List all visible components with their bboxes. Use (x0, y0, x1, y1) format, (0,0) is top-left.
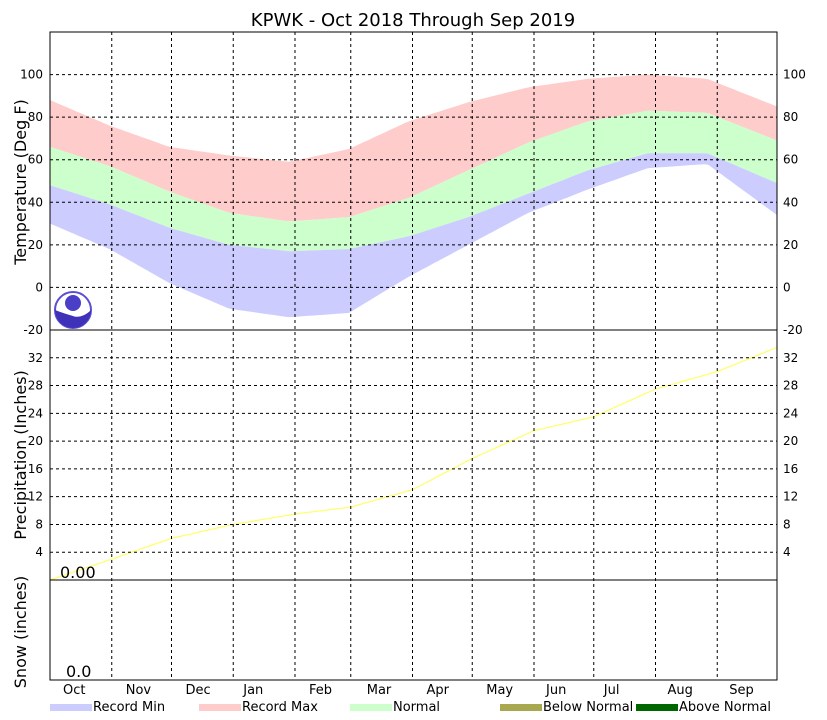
temp-tick-label-left: 0 (35, 280, 43, 294)
precip-start-label: 0.00 (60, 563, 96, 582)
precip-tick-label-right: 8 (783, 517, 791, 531)
month-label: Jul (603, 683, 620, 698)
month-label: Oct (63, 683, 85, 698)
month-label: Nov (126, 683, 152, 698)
precip-tick-label-left: 16 (28, 462, 43, 476)
month-labels: Oct Nov Dec Jan Feb Mar Apr May Jun Jul Aug Sep (63, 683, 754, 698)
legend-swatch (636, 704, 678, 711)
legend-label: Normal (393, 700, 440, 715)
temp-tick-label-left: 100 (20, 68, 43, 82)
temperature-panel (50, 74, 777, 318)
temp-tick-label-left: 20 (28, 238, 43, 252)
month-label: Apr (427, 683, 450, 698)
temp-tick-label-right: 20 (783, 238, 798, 252)
legend-label: Above Normal (679, 700, 771, 715)
month-label: May (486, 683, 513, 698)
month-label: Dec (185, 683, 210, 698)
precip-tick-label-left: 4 (35, 545, 43, 559)
legend-label: Record Min (93, 700, 165, 715)
legend-swatch (500, 704, 542, 711)
precip-tick-label-right: 24 (783, 406, 798, 420)
precip-tick-label-left: 12 (28, 490, 43, 504)
precip-tick-label-left: 8 (35, 517, 43, 531)
temp-tick-label-right: 100 (783, 68, 806, 82)
temp-tick-label-right: 40 (783, 195, 798, 209)
temp-tick-label-left: 60 (28, 153, 43, 167)
precip-tick-label-right: 28 (783, 379, 798, 393)
temp-tick-label-right: 60 (783, 153, 798, 167)
temp-tick-label-right: -20 (783, 323, 803, 337)
precip-tick-label-left: 24 (28, 406, 43, 420)
legend-swatch (50, 704, 92, 711)
month-label: Mar (367, 683, 392, 698)
precip-tick-label-left: 28 (28, 379, 43, 393)
precipitation-axis-label: Precipitation (Inches) (11, 370, 30, 540)
legend-swatch (350, 704, 392, 711)
precip-tick-label-right: 4 (783, 545, 791, 559)
legend-label: Below Normal (543, 700, 633, 715)
precip-tick-label-right: 16 (783, 462, 798, 476)
precip-tick-label-left: 32 (28, 351, 43, 365)
plot-frame (49, 31, 778, 681)
legend: Record Min Record Max Normal Below Normal Ab… (50, 700, 771, 715)
temp-tick-label-left: -20 (23, 323, 43, 337)
temp-tick-label-right: 0 (783, 280, 791, 294)
snow-start-label: 0.0 (66, 662, 91, 681)
temperature-axis-label: Temperature (Deg F) (11, 99, 30, 266)
precip-tick-label-right: 32 (783, 351, 798, 365)
temp-tick-label-left: 80 (28, 110, 43, 124)
month-label: Jun (545, 683, 566, 698)
chart-title: KPWK - Oct 2018 Through Sep 2019 (251, 10, 575, 31)
precipitation-panel (49, 346, 778, 581)
axis-ticks: -20 -20 0 0 20 20 40 40 60 60 80 80 100 100 4 4 8 8 12 12 16… (20, 68, 806, 560)
precip-tick-label-right: 20 (783, 434, 798, 448)
temp-tick-label-left: 40 (28, 195, 43, 209)
precip-tick-label-right: 12 (783, 490, 798, 504)
month-label: Feb (309, 683, 332, 698)
snow-axis-label: Snow (inches) (11, 576, 30, 688)
temp-tick-label-right: 80 (783, 110, 798, 124)
grid (49, 31, 778, 681)
legend-label: Record Max (242, 700, 318, 715)
legend-swatch (199, 704, 241, 711)
record-min-band (50, 153, 777, 318)
month-label: Jan (242, 683, 263, 698)
normal-band (50, 110, 777, 252)
month-label: Aug (668, 683, 693, 698)
month-label: Sep (729, 683, 754, 698)
record-max-band (50, 74, 777, 222)
noaa-logo (54, 291, 92, 329)
precipitation-line (49, 346, 778, 581)
precip-tick-label-left: 20 (28, 434, 43, 448)
